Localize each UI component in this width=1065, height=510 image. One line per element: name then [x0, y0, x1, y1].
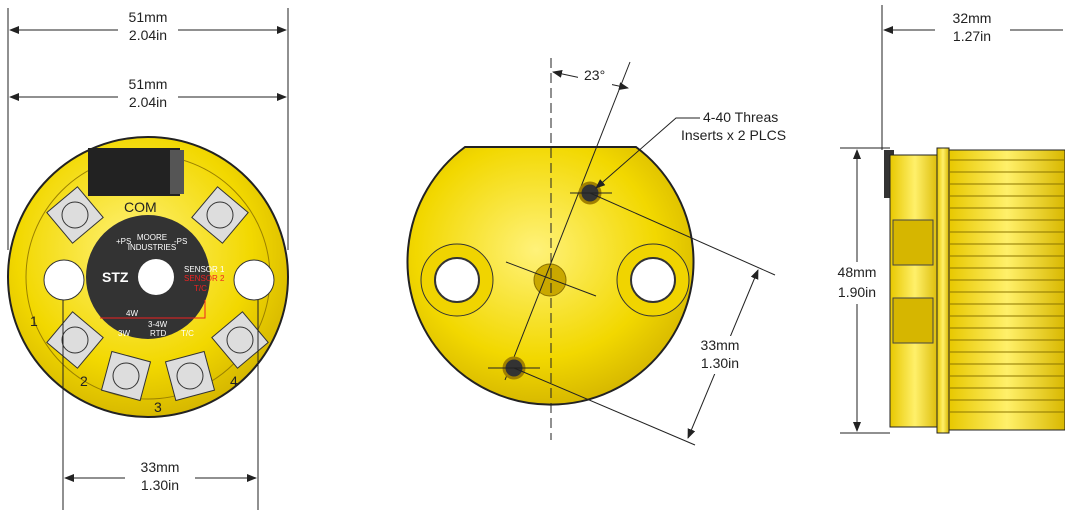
label: T/C: [194, 284, 207, 293]
label: RTD: [150, 329, 167, 338]
dim-text: 33mm: [701, 337, 740, 353]
label: MOORE: [137, 233, 167, 242]
label: INDUSTRIES: [128, 243, 176, 252]
callout: 4-40 Threas: [703, 109, 778, 125]
angle: 23°: [584, 67, 605, 83]
label: T/C: [181, 329, 194, 338]
label: SENSOR 1: [184, 265, 225, 274]
dim-text: 48mm: [838, 264, 877, 280]
label: 4W: [126, 309, 138, 318]
drawing: 51mm 2.04in 51mm 2.04in COM +PS -PS MOOR…: [0, 0, 1065, 510]
dim-text: 1.27in: [953, 28, 991, 44]
dim-text: 1.30in: [701, 355, 739, 371]
front-view: 51mm 2.04in 51mm 2.04in COM +PS -PS MOOR…: [8, 8, 288, 510]
side-view: 32mm 1.27in 48mm 1.90in: [830, 5, 1065, 433]
dim-text: 51mm: [129, 9, 168, 25]
model: STZ: [102, 269, 129, 285]
callout: Inserts x 2 PLCS: [681, 127, 786, 143]
bottom-view: 23° 4-40 Threas Inserts x 2 PLCS 33mm 1.…: [407, 58, 786, 445]
terminal: 2: [80, 373, 88, 389]
label: COM: [124, 199, 157, 215]
dim-text: 1.30in: [141, 477, 179, 493]
terminal: 4: [230, 373, 238, 389]
label: 3W: [118, 329, 130, 338]
dim-text: 33mm: [141, 459, 180, 475]
terminal: 3: [154, 399, 162, 415]
dim-text: 2.04in: [129, 27, 167, 43]
dim-text: 1.90in: [838, 284, 876, 300]
terminal: 1: [30, 313, 38, 329]
dim-text: 51mm: [129, 76, 168, 92]
dim-text: 32mm: [953, 10, 992, 26]
dim-text: 2.04in: [129, 94, 167, 110]
label: 3-4W: [148, 320, 168, 329]
label: SENSOR 2: [184, 274, 225, 283]
